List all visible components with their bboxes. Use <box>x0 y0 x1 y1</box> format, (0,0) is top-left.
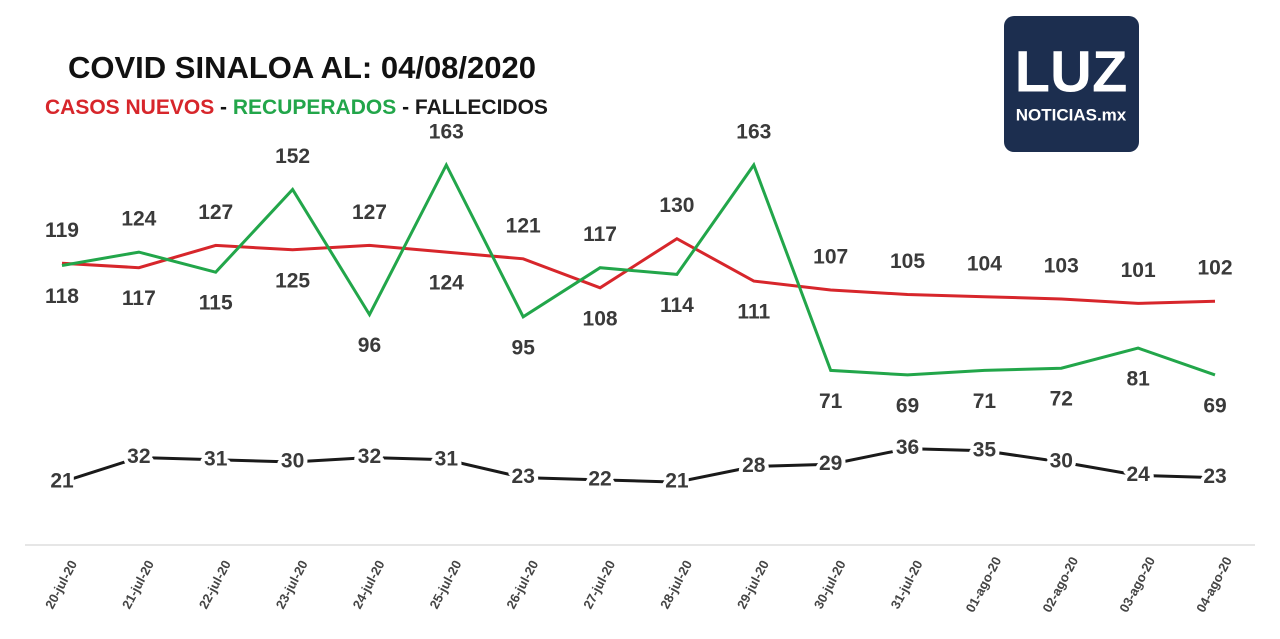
x-tick-label: 01-ago-20 <box>963 554 1005 615</box>
logo-box <box>1004 16 1139 152</box>
x-tick-label: 04-ago-20 <box>1193 554 1235 615</box>
data-label: 69 <box>896 394 919 417</box>
data-label: 30 <box>281 450 304 473</box>
x-tick-label: 29-jul-20 <box>734 558 772 612</box>
x-tick-label: 21-jul-20 <box>119 558 157 612</box>
data-label: 69 <box>1203 394 1226 417</box>
data-label: 30 <box>1050 450 1073 473</box>
data-label: 124 <box>121 208 156 231</box>
data-label: 102 <box>1197 257 1232 280</box>
x-tick-label: 24-jul-20 <box>350 558 388 612</box>
data-label: 21 <box>50 470 74 493</box>
data-label: 117 <box>122 287 156 310</box>
legend: CASOS NUEVOS - RECUPERADOS - FALLECIDOS <box>45 96 548 119</box>
data-label: 23 <box>1203 465 1226 488</box>
x-tick-label: 02-ago-20 <box>1039 554 1081 615</box>
data-label: 115 <box>199 292 233 315</box>
x-tick-label: 23-jul-20 <box>273 558 311 612</box>
data-label: 36 <box>896 436 919 459</box>
data-label: 28 <box>742 454 766 477</box>
data-label: 24 <box>1126 463 1150 486</box>
data-label: 103 <box>1044 255 1079 278</box>
data-label: 31 <box>435 447 459 470</box>
data-label: 163 <box>736 121 771 144</box>
legend-separator: - <box>214 96 233 119</box>
data-label: 121 <box>506 214 541 237</box>
logo-title: LUZ <box>1015 39 1128 104</box>
data-label: 22 <box>588 467 611 490</box>
data-label: 114 <box>660 294 694 317</box>
data-label: 111 <box>737 301 770 324</box>
data-label: 119 <box>45 219 79 242</box>
logo: LUZ NOTICIAS.mx <box>1004 16 1139 152</box>
series-line <box>61 161 1216 377</box>
data-label: 101 <box>1121 259 1156 282</box>
data-label: 117 <box>583 223 617 246</box>
legend-text: CASOS NUEVOS - RECUPERADOS - FALLECIDOS <box>45 96 548 119</box>
data-label: 127 <box>198 201 233 224</box>
data-label: 163 <box>429 121 464 144</box>
data-label: 32 <box>127 445 150 468</box>
data-label: 32 <box>358 445 381 468</box>
data-label: 95 <box>512 336 536 359</box>
data-label: 81 <box>1126 368 1150 391</box>
x-tick-label: 03-ago-20 <box>1116 554 1158 615</box>
data-label: 29 <box>819 452 842 475</box>
x-tick-label: 28-jul-20 <box>657 558 695 612</box>
data-label: 31 <box>204 447 228 470</box>
legend-separator: - <box>396 96 415 119</box>
x-tick-label: 30-jul-20 <box>811 558 849 612</box>
data-label: 21 <box>665 470 689 493</box>
data-label: 152 <box>275 145 310 168</box>
x-tick-label: 27-jul-20 <box>580 558 618 612</box>
legend-entry: RECUPERADOS <box>233 96 396 119</box>
data-label: 107 <box>813 246 848 269</box>
logo-subtitle: NOTICIAS.mx <box>1016 105 1127 124</box>
data-label: 104 <box>967 252 1002 275</box>
data-label: 71 <box>973 390 997 413</box>
data-label: 96 <box>358 334 381 357</box>
data-label: 108 <box>583 307 618 330</box>
legend-entry: CASOS NUEVOS <box>45 96 214 119</box>
data-label: 23 <box>512 465 535 488</box>
series-line <box>61 447 1216 484</box>
data-label: 127 <box>352 201 387 224</box>
data-label: 130 <box>659 194 694 217</box>
data-label: 124 <box>429 272 464 295</box>
chart-title: COVID SINALOA AL: 04/08/2020 <box>68 50 536 85</box>
data-label: 125 <box>275 269 310 292</box>
x-tick-label: 26-jul-20 <box>503 558 541 612</box>
x-tick-label: 31-jul-20 <box>888 558 926 612</box>
data-label: 105 <box>890 250 925 273</box>
data-label: 35 <box>973 438 997 461</box>
data-label: 71 <box>819 390 843 413</box>
x-tick-label: 20-jul-20 <box>42 558 80 612</box>
series-line <box>61 236 1216 305</box>
x-tick-label: 25-jul-20 <box>426 558 464 612</box>
x-tick-label: 22-jul-20 <box>196 558 234 612</box>
data-label: 118 <box>45 285 79 308</box>
legend-entry: FALLECIDOS <box>415 96 548 119</box>
data-label: 72 <box>1050 388 1073 411</box>
